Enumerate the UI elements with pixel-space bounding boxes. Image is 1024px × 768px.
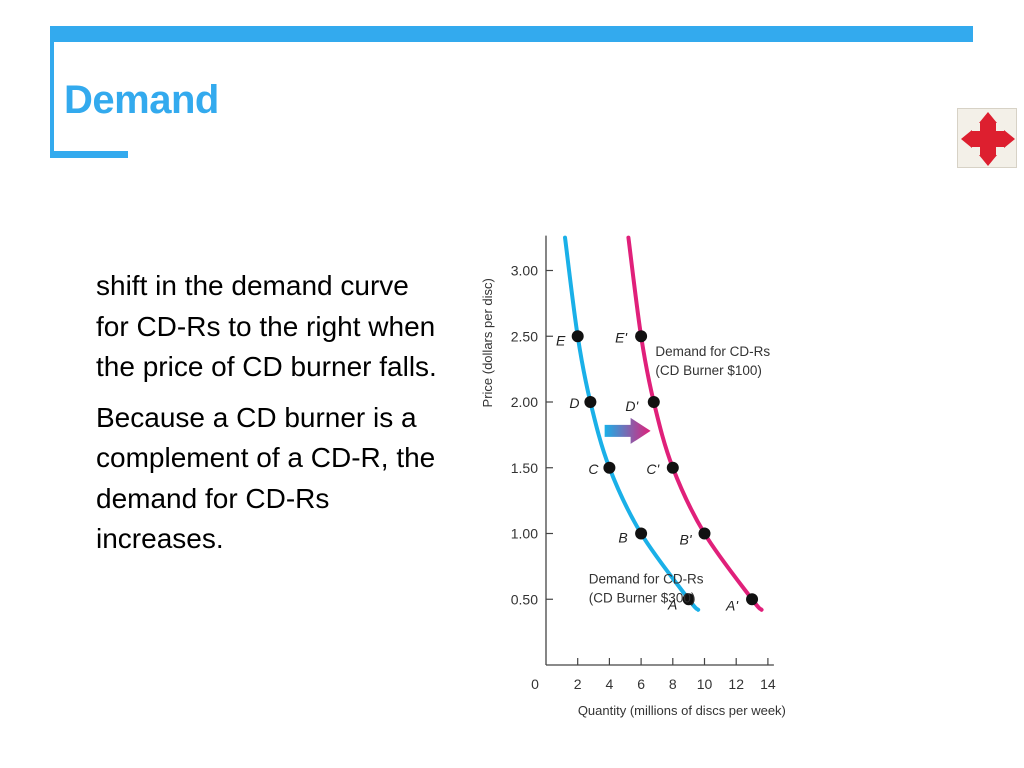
chart-labels: 0 2 4 6 8 10 12 14 0.50 1.00 1.50 2.00 2.50 3.00 Price… [480, 263, 786, 719]
y-tick-label: 1.50 [511, 460, 538, 476]
title-accent-bar [50, 26, 973, 42]
navigation-button[interactable] [957, 108, 1017, 168]
data-point [635, 527, 648, 540]
title-side-bar [50, 26, 54, 158]
y-tick-label: 2.00 [511, 394, 538, 410]
series-label: Demand for CD-Rs [589, 571, 704, 586]
body-paragraph-1: shift in the demand curve for CD-Rs to t… [96, 270, 437, 382]
x-tick-label: 2 [574, 676, 582, 692]
x-tick-label: 4 [606, 676, 614, 692]
y-tick-label: 1.00 [511, 526, 538, 542]
point-label: C' [646, 461, 660, 477]
x-tick-label: 10 [697, 676, 713, 692]
series-label: Demand for CD-Rs [655, 344, 770, 359]
slide-body: shift in the demand curve for CD-Rs to t… [96, 266, 441, 570]
y-tick-label: 3.00 [511, 263, 538, 279]
point-label: E [556, 332, 566, 348]
data-point [698, 527, 711, 540]
y-tick-label: 0.50 [511, 591, 538, 607]
x-tick-label: 14 [760, 676, 776, 692]
point-label: E' [615, 329, 628, 345]
point-label: C [588, 461, 599, 477]
slide-title: Demand [64, 78, 219, 122]
series-label-sub: (CD Burner $100) [655, 363, 762, 378]
x-axis-title: Quantity (millions of discs per week) [578, 703, 786, 718]
demand-curve-2 [626, 235, 764, 612]
x-tick-label: 8 [669, 676, 677, 692]
data-point [571, 330, 584, 343]
title-underline [50, 151, 128, 158]
x-tick-label: 12 [728, 676, 744, 692]
point-label: A [667, 596, 677, 612]
data-point [603, 461, 616, 474]
data-point [635, 330, 648, 343]
data-point [746, 593, 759, 606]
point-label: D [569, 395, 579, 411]
x-tick-label: 0 [531, 676, 539, 692]
y-tick-label: 2.50 [511, 328, 538, 344]
four-way-arrow-icon [961, 112, 1015, 166]
x-tick-label: 6 [637, 676, 645, 692]
series-label-sub: (CD Burner $300) [589, 590, 696, 605]
data-point [682, 593, 695, 606]
data-points [571, 330, 759, 606]
data-point [584, 396, 597, 408]
shift-arrow [604, 417, 651, 444]
data-point [647, 396, 660, 408]
point-label: B' [679, 532, 692, 548]
demand-curves [563, 235, 764, 612]
data-point [666, 461, 679, 474]
point-label: A' [725, 597, 739, 613]
demand-chart: 0 2 4 6 8 10 12 14 0.50 1.00 1.50 2.00 2.50 3.00 Price… [480, 235, 786, 719]
chart-axes [545, 235, 774, 666]
demand-shift-arrow [604, 417, 651, 444]
point-label: B [618, 530, 627, 546]
y-axis-title: Price (dollars per disc) [480, 278, 495, 407]
body-paragraph-2: Because a CD burner is a complement of a… [96, 401, 436, 555]
point-label: D' [625, 398, 639, 414]
